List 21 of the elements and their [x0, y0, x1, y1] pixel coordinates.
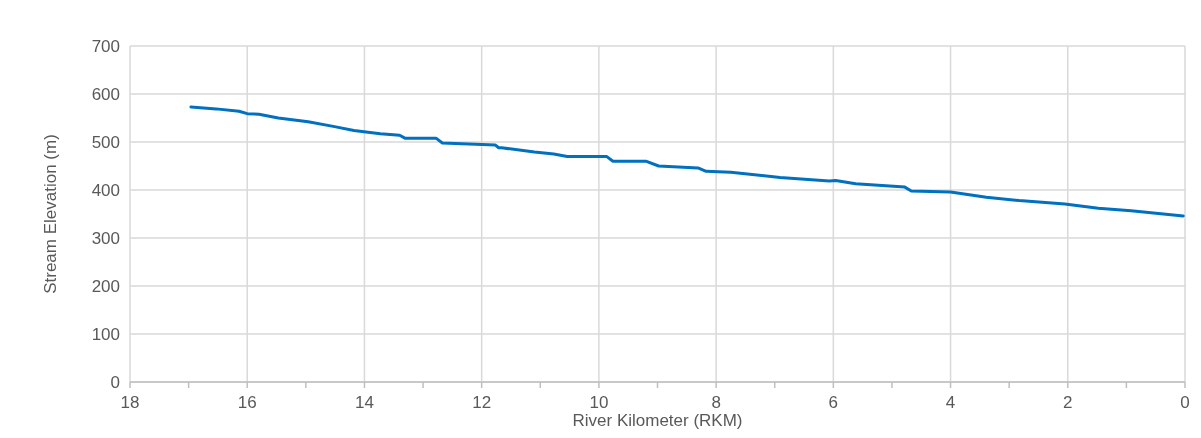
- x-tick-label: 18: [120, 393, 140, 412]
- x-axis-title: River Kilometer (RKM): [572, 411, 743, 430]
- y-tick-label: 400: [91, 180, 120, 200]
- x-tick-label: 0: [1180, 393, 1190, 412]
- x-tick-label: 12: [472, 393, 492, 412]
- line-series: [189, 105, 1185, 218]
- y-tick-label: 500: [91, 132, 120, 152]
- y-tick-label: 300: [91, 228, 120, 248]
- x-tick-label: 6: [828, 393, 839, 412]
- y-tick-label: 600: [91, 84, 120, 104]
- x-tick-label: 2: [1063, 393, 1073, 412]
- y-tick-label: 200: [91, 276, 120, 296]
- y-tick-label: 0: [110, 372, 120, 392]
- x-tick-label: 10: [589, 393, 609, 412]
- y-axis-title: Stream Elevation (m): [41, 134, 60, 294]
- x-tick-label: 16: [237, 393, 257, 412]
- x-tick-label: 8: [711, 393, 721, 412]
- y-tick-label: 700: [91, 36, 120, 56]
- x-tick-label: 4: [945, 393, 956, 412]
- y-tick-label: 100: [91, 324, 120, 344]
- x-tick-label: 14: [354, 393, 374, 412]
